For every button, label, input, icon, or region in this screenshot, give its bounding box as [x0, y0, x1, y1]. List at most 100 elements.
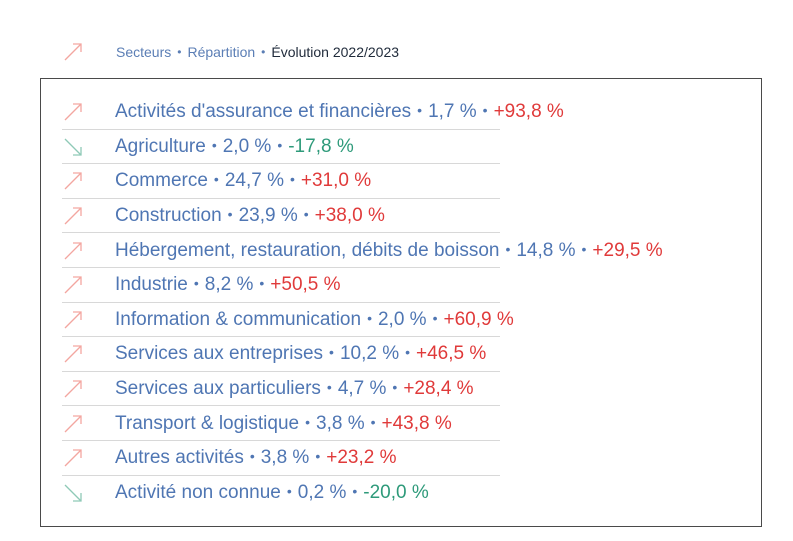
- bullet-separator: •: [370, 413, 376, 430]
- sector-label: Industrie: [115, 274, 188, 296]
- crumb-separator: •: [261, 45, 266, 59]
- share-value: 2,0 %: [222, 135, 272, 157]
- change-value: +60,9 %: [443, 308, 514, 330]
- bullet-separator: •: [482, 102, 488, 119]
- share-value: 0,2 %: [297, 481, 347, 503]
- trend-up-icon: [62, 447, 84, 469]
- sector-label: Transport & logistique: [115, 412, 300, 434]
- row-text: Hébergement, restauration, débits de boi…: [115, 240, 663, 262]
- trend-down-icon: [62, 482, 84, 504]
- row-text: Activités d'assurance et financières • 1,7…: [115, 101, 564, 123]
- row-text: Information & communication • 2,0 % • +60,9 …: [115, 309, 514, 331]
- share-value: 10,2 %: [339, 343, 400, 365]
- crumb-evolution[interactable]: Évolution 2022/2023: [271, 44, 400, 60]
- row-divider: [62, 439, 500, 441]
- bullet-separator: •: [289, 171, 295, 188]
- sector-label: Information & communication: [115, 308, 362, 330]
- row-text: Commerce • 24,7 % • +31,0 %: [115, 170, 371, 192]
- change-value: -20,0 %: [363, 481, 429, 503]
- crumb-secteurs[interactable]: Secteurs: [116, 44, 172, 60]
- list-item: Construction • 23,9 % • +38,0 %: [62, 199, 761, 234]
- sector-label: Hébergement, restauration, débits de boi…: [115, 239, 500, 261]
- sector-label: Autres activités: [115, 447, 244, 469]
- bullet-separator: •: [326, 379, 332, 396]
- bullet-separator: •: [303, 206, 309, 223]
- list-item: Activité non connue • 0,2 % • -20,0 %: [62, 476, 761, 511]
- bullet-separator: •: [315, 448, 321, 465]
- bullet-separator: •: [259, 275, 265, 292]
- trend-up-icon: [62, 240, 84, 262]
- row-text: Transport & logistique • 3,8 % • +43,8 %: [115, 413, 452, 435]
- row-text: Industrie • 8,2 % • +50,5 %: [115, 274, 341, 296]
- sector-label: Commerce: [115, 170, 208, 192]
- bullet-separator: •: [286, 482, 292, 499]
- list-item: Hébergement, restauration, débits de boi…: [62, 233, 761, 268]
- trend-up-icon: [62, 309, 84, 331]
- list-item: Services aux entreprises • 10,2 % • +46,5 %: [62, 337, 761, 372]
- change-value: +43,8 %: [381, 412, 452, 434]
- change-value: +29,5 %: [592, 239, 663, 261]
- bullet-separator: •: [581, 240, 587, 257]
- trend-up-icon: [62, 205, 84, 227]
- bullet-separator: •: [277, 136, 283, 153]
- change-value: +31,0 %: [300, 170, 372, 192]
- share-value: 3,8 %: [316, 412, 365, 434]
- change-value: +46,5 %: [416, 343, 487, 365]
- sector-evolution-panel: Activités d'assurance et financières • 1,7…: [40, 78, 762, 527]
- share-value: 1,7 %: [428, 101, 477, 123]
- trend-up-icon: [62, 413, 84, 435]
- change-value: +50,5 %: [270, 274, 341, 296]
- share-value: 4,7 %: [337, 378, 387, 400]
- row-divider: [62, 474, 500, 476]
- sector-label: Services aux entreprises: [115, 343, 324, 365]
- share-value: 23,9 %: [238, 205, 298, 227]
- row-divider: [62, 232, 500, 234]
- share-value: 8,2 %: [204, 274, 254, 296]
- row-divider: [62, 370, 500, 372]
- list-item: Industrie • 8,2 % • +50,5 %: [62, 268, 761, 303]
- list-item: Activités d'assurance et financières • 1,7…: [62, 95, 761, 130]
- list-item: Transport & logistique • 3,8 % • +43,8 %: [62, 406, 761, 441]
- row-text: Services aux entreprises • 10,2 % • +46,5 %: [115, 343, 486, 365]
- trend-up-icon: [62, 343, 84, 365]
- row-text: Agriculture • 2,0 % • -17,8 %: [115, 136, 354, 158]
- share-value: 14,8 %: [516, 239, 576, 261]
- bullet-separator: •: [405, 344, 411, 361]
- row-text: Autres activités • 3,8 % • +23,2 %: [115, 447, 396, 469]
- sector-list: Activités d'assurance et financières • 1,7…: [62, 95, 761, 510]
- change-value: +93,8 %: [493, 101, 564, 123]
- row-text: Services aux particuliers • 4,7 % • +28,4 %: [115, 378, 474, 400]
- list-item: Autres activités • 3,8 % • +23,2 %: [62, 441, 761, 476]
- row-divider: [62, 163, 500, 165]
- list-item: Information & communication • 2,0 % • +60,9 …: [62, 303, 761, 338]
- breadcrumb: Secteurs • Répartition • Évolution 2022/…: [116, 44, 399, 60]
- crumb-repartition[interactable]: Répartition: [187, 44, 256, 60]
- sector-label: Construction: [115, 205, 222, 227]
- row-divider: [62, 197, 500, 199]
- sector-label: Agriculture: [115, 135, 206, 157]
- change-value: -17,8 %: [288, 135, 354, 157]
- trend-up-icon: [62, 378, 84, 400]
- bullet-separator: •: [367, 309, 372, 326]
- row-divider: [62, 405, 500, 407]
- trend-up-icon: [62, 274, 84, 296]
- trend-up-icon: [62, 101, 84, 123]
- bullet-separator: •: [417, 102, 423, 119]
- list-item: Services aux particuliers • 4,7 % • +28,4 %: [62, 372, 761, 407]
- sector-label: Activité non connue: [115, 481, 281, 503]
- bullet-separator: •: [352, 482, 358, 499]
- sector-label: Activités d'assurance et financières: [115, 101, 412, 123]
- bullet-separator: •: [249, 448, 255, 465]
- trend-up-icon: [62, 41, 84, 63]
- row-divider: [62, 336, 500, 338]
- list-item: Agriculture • 2,0 % • -17,8 %: [62, 130, 761, 165]
- share-value: 2,0 %: [377, 308, 427, 330]
- share-value: 24,7 %: [224, 170, 284, 192]
- row-divider: [62, 128, 500, 130]
- list-item: Commerce • 24,7 % • +31,0 %: [62, 164, 761, 199]
- trend-up-icon: [62, 170, 84, 192]
- bullet-separator: •: [211, 136, 217, 153]
- crumb-separator: •: [177, 45, 182, 59]
- header: Secteurs • Répartition • Évolution 2022/…: [62, 38, 399, 66]
- row-text: Construction • 23,9 % • +38,0 %: [115, 205, 385, 227]
